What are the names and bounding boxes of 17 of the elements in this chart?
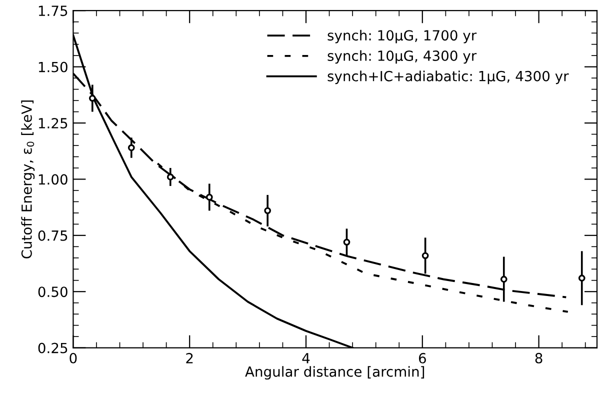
y-tick-label: 1.25 [38, 118, 68, 128]
x-tick-label: 4 [302, 353, 310, 364]
legend-label: synch+IC+adiabatic: 1μG, 4300 yr [328, 70, 569, 84]
y-tick-label: 0.75 [38, 230, 68, 241]
x-tick-label: 0 [70, 352, 77, 364]
y-axis-title: Cutoff Energy, ε$_{0}$ [keV] [21, 100, 35, 258]
legend-label: synch: 10μG, 1700 yr [328, 30, 477, 44]
y-tick-label: 1.75 [38, 6, 68, 16]
y-tick-label: 0.50 [38, 286, 68, 298]
x-axis-title: Angular distance [arcmin] [245, 366, 424, 380]
legend-label: synch: 10μG, 4300 yr [328, 50, 477, 64]
x-tick-label: 2 [186, 352, 193, 364]
y-tick-label: 1.00 [38, 174, 68, 185]
y-tick-label: 1.50 [38, 62, 68, 72]
y-tick-label: 0.25 [38, 342, 68, 354]
x-tick-label: 6 [418, 352, 426, 364]
x-tick-label: 8 [535, 352, 542, 364]
